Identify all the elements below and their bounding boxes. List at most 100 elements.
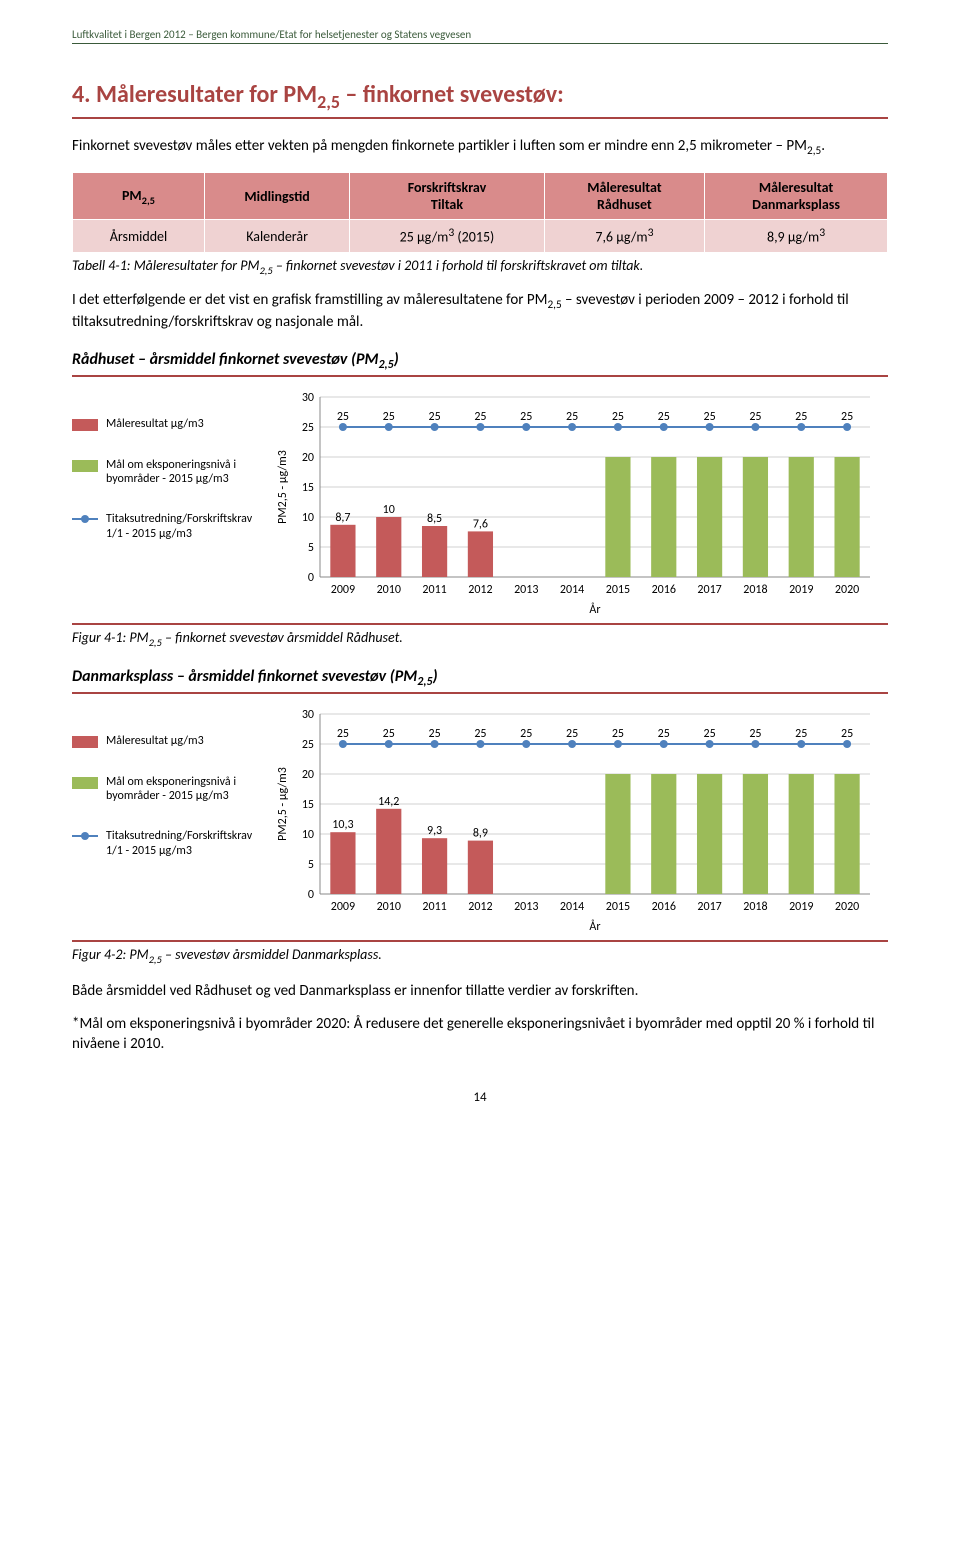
legend-item: Titaksutredning/Forskriftskrav 1/1 - 201… (72, 512, 262, 541)
svg-text:2020: 2020 (835, 900, 859, 914)
svg-text:2014: 2014 (560, 900, 584, 914)
svg-text:2018: 2018 (743, 900, 767, 914)
svg-text:25: 25 (520, 410, 532, 424)
svg-text:0: 0 (308, 571, 314, 585)
svg-text:2011: 2011 (422, 900, 446, 914)
svg-text:14,2: 14,2 (378, 795, 399, 809)
legend-item: Måleresultat µg/m3 (72, 734, 262, 748)
svg-text:2013: 2013 (514, 900, 538, 914)
svg-text:25: 25 (612, 410, 624, 424)
svg-text:År: År (589, 919, 600, 934)
section-title: 4. Måleresultater for PM2,5 – finkornet … (72, 80, 888, 119)
legend-swatch (72, 777, 98, 789)
svg-text:25: 25 (749, 410, 761, 424)
svg-text:25: 25 (520, 727, 532, 741)
table-cell: 25 µg/m3 (2015) (350, 220, 545, 253)
svg-text:2014: 2014 (560, 583, 584, 597)
svg-text:2012: 2012 (468, 583, 492, 597)
svg-text:20: 20 (302, 451, 314, 465)
legend-swatch (72, 736, 98, 748)
svg-text:2015: 2015 (606, 900, 630, 914)
svg-text:8,7: 8,7 (335, 511, 350, 525)
svg-text:25: 25 (337, 410, 349, 424)
svg-text:2016: 2016 (652, 583, 676, 597)
table-header-cell: ForskriftskravTiltak (350, 173, 545, 220)
svg-text:25: 25 (658, 410, 670, 424)
legend-label: Titaksutredning/Forskriftskrav 1/1 - 201… (106, 512, 262, 541)
table-header-cell: PM2,5 (73, 173, 205, 220)
svg-text:10: 10 (302, 828, 314, 842)
svg-text:10,3: 10,3 (332, 818, 353, 832)
chart1-legend: Måleresultat µg/m3 Mål om eksponeringsniv… (72, 387, 262, 567)
svg-text:PM2,5 - µg/m3: PM2,5 - µg/m3 (276, 450, 290, 524)
svg-text:25: 25 (749, 727, 761, 741)
chart2-svg: 0 5 10 15 20 25 30 PM2,5 - µg/m3 10,3 2009 14,2 201… (262, 704, 888, 934)
table-cell: Årsmiddel (73, 220, 205, 253)
svg-text:2009: 2009 (331, 900, 355, 914)
svg-text:25: 25 (566, 410, 578, 424)
svg-text:8,9: 8,9 (473, 827, 488, 841)
svg-text:10: 10 (302, 511, 314, 525)
svg-text:25: 25 (841, 727, 853, 741)
svg-text:20: 20 (302, 768, 314, 782)
svg-text:10: 10 (383, 503, 395, 517)
svg-text:0: 0 (308, 888, 314, 902)
svg-text:5: 5 (308, 858, 314, 872)
table-cell: 7,6 µg/m3 (544, 220, 704, 253)
svg-text:25: 25 (428, 410, 440, 424)
svg-text:5: 5 (308, 541, 314, 555)
legend-swatch (72, 419, 98, 431)
svg-text:2015: 2015 (606, 583, 630, 597)
svg-text:2013: 2013 (514, 583, 538, 597)
paragraph-3: Både årsmiddel ved Rådhuset og ved Danma… (72, 982, 888, 1002)
svg-text:15: 15 (302, 798, 314, 812)
legend-line-icon (72, 835, 98, 847)
table-header-row: PM2,5MidlingstidForskriftskravTiltakMåle… (73, 173, 888, 220)
chart2-caption: Figur 4-2: PM2,5 – svevestøv årsmiddel D… (72, 940, 888, 966)
svg-text:30: 30 (302, 708, 314, 722)
svg-text:År: År (589, 602, 600, 617)
chart2-wrap: Måleresultat µg/m3 Mål om eksponeringsniv… (72, 704, 888, 934)
legend-line-icon (72, 518, 98, 530)
svg-text:2010: 2010 (377, 900, 401, 914)
intro-paragraph: Finkornet svevestøv måles etter vekten p… (72, 137, 888, 159)
chart1-caption: Figur 4-1: PM2,5 – finkornet svevestøv å… (72, 623, 888, 649)
chart2-legend: Måleresultat µg/m3 Mål om eksponeringsniv… (72, 704, 262, 884)
legend-item: Titaksutredning/Forskriftskrav 1/1 - 201… (72, 829, 262, 858)
svg-text:25: 25 (337, 727, 349, 741)
legend-item: Måleresultat µg/m3 (72, 417, 262, 431)
svg-text:25: 25 (703, 410, 715, 424)
chart2-area: 0 5 10 15 20 25 30 PM2,5 - µg/m3 10,3 2009 14,2 201… (262, 704, 888, 934)
svg-text:9,3: 9,3 (427, 824, 442, 838)
legend-item: Mål om eksponeringsnivå i byområder - 20… (72, 458, 262, 487)
svg-text:25: 25 (302, 421, 314, 435)
chart1-svg: 051015202530PM2,5 - µg/m38,720091020108,… (262, 387, 888, 617)
svg-text:PM2,5 - µg/m3: PM2,5 - µg/m3 (276, 767, 290, 841)
data-table: PM2,5MidlingstidForskriftskravTiltakMåle… (72, 172, 888, 253)
document-header: Luftkvalitet i Bergen 2012 – Bergen komm… (72, 28, 888, 44)
svg-text:25: 25 (428, 727, 440, 741)
svg-text:25: 25 (795, 410, 807, 424)
svg-text:25: 25 (474, 727, 486, 741)
svg-text:25: 25 (658, 727, 670, 741)
svg-text:2010: 2010 (377, 583, 401, 597)
svg-text:7,6: 7,6 (473, 518, 488, 532)
svg-text:25: 25 (302, 738, 314, 752)
svg-text:25: 25 (383, 727, 395, 741)
svg-text:2017: 2017 (697, 900, 721, 914)
chart1-area: 051015202530PM2,5 - µg/m38,720091020108,… (262, 387, 888, 617)
legend-label: Måleresultat µg/m3 (106, 734, 204, 748)
legend-item: Mål om eksponeringsnivå i byområder - 20… (72, 775, 262, 804)
svg-text:2012: 2012 (468, 900, 492, 914)
table-cell: Kalenderår (205, 220, 350, 253)
svg-text:30: 30 (302, 391, 314, 405)
svg-text:25: 25 (795, 727, 807, 741)
legend-label: Mål om eksponeringsnivå i byområder - 20… (106, 775, 262, 804)
chart1-wrap: Måleresultat µg/m3 Mål om eksponeringsniv… (72, 387, 888, 617)
page-number: 14 (72, 1090, 888, 1105)
svg-text:25: 25 (383, 410, 395, 424)
svg-text:2019: 2019 (789, 900, 813, 914)
legend-swatch (72, 460, 98, 472)
svg-text:2018: 2018 (743, 583, 767, 597)
table-header-cell: Midlingstid (205, 173, 350, 220)
